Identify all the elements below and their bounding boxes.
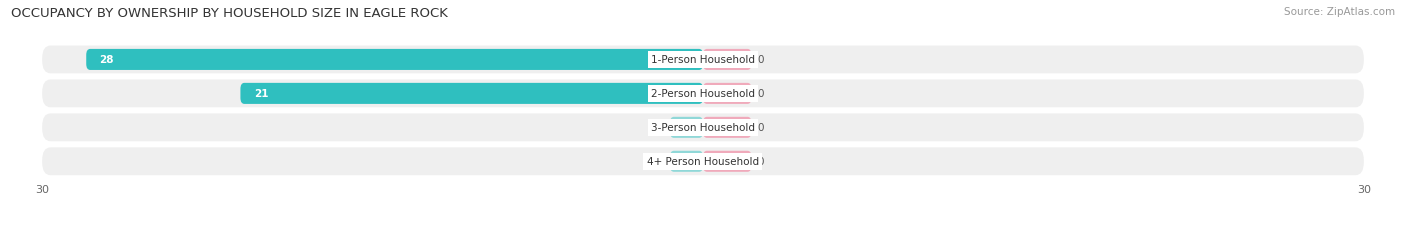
Text: 0: 0 xyxy=(756,123,763,133)
FancyBboxPatch shape xyxy=(703,50,751,71)
FancyBboxPatch shape xyxy=(703,117,751,138)
Text: 3-Person Household: 3-Person Household xyxy=(651,123,755,133)
FancyBboxPatch shape xyxy=(42,148,1364,176)
Text: Source: ZipAtlas.com: Source: ZipAtlas.com xyxy=(1284,7,1395,17)
Text: 2-Person Household: 2-Person Household xyxy=(651,89,755,99)
Text: OCCUPANCY BY OWNERSHIP BY HOUSEHOLD SIZE IN EAGLE ROCK: OCCUPANCY BY OWNERSHIP BY HOUSEHOLD SIZE… xyxy=(11,7,449,20)
Text: 0: 0 xyxy=(658,157,665,167)
Text: 0: 0 xyxy=(756,89,763,99)
Text: 4+ Person Household: 4+ Person Household xyxy=(647,157,759,167)
FancyBboxPatch shape xyxy=(703,151,751,172)
FancyBboxPatch shape xyxy=(42,114,1364,142)
Text: 0: 0 xyxy=(756,55,763,65)
Text: 0: 0 xyxy=(658,123,665,133)
FancyBboxPatch shape xyxy=(703,83,751,104)
Text: 21: 21 xyxy=(253,89,269,99)
FancyBboxPatch shape xyxy=(42,80,1364,108)
FancyBboxPatch shape xyxy=(669,117,703,138)
FancyBboxPatch shape xyxy=(669,151,703,172)
Text: 1-Person Household: 1-Person Household xyxy=(651,55,755,65)
FancyBboxPatch shape xyxy=(240,83,703,104)
FancyBboxPatch shape xyxy=(42,46,1364,74)
FancyBboxPatch shape xyxy=(86,50,703,71)
Text: 28: 28 xyxy=(100,55,114,65)
Text: 0: 0 xyxy=(756,157,763,167)
